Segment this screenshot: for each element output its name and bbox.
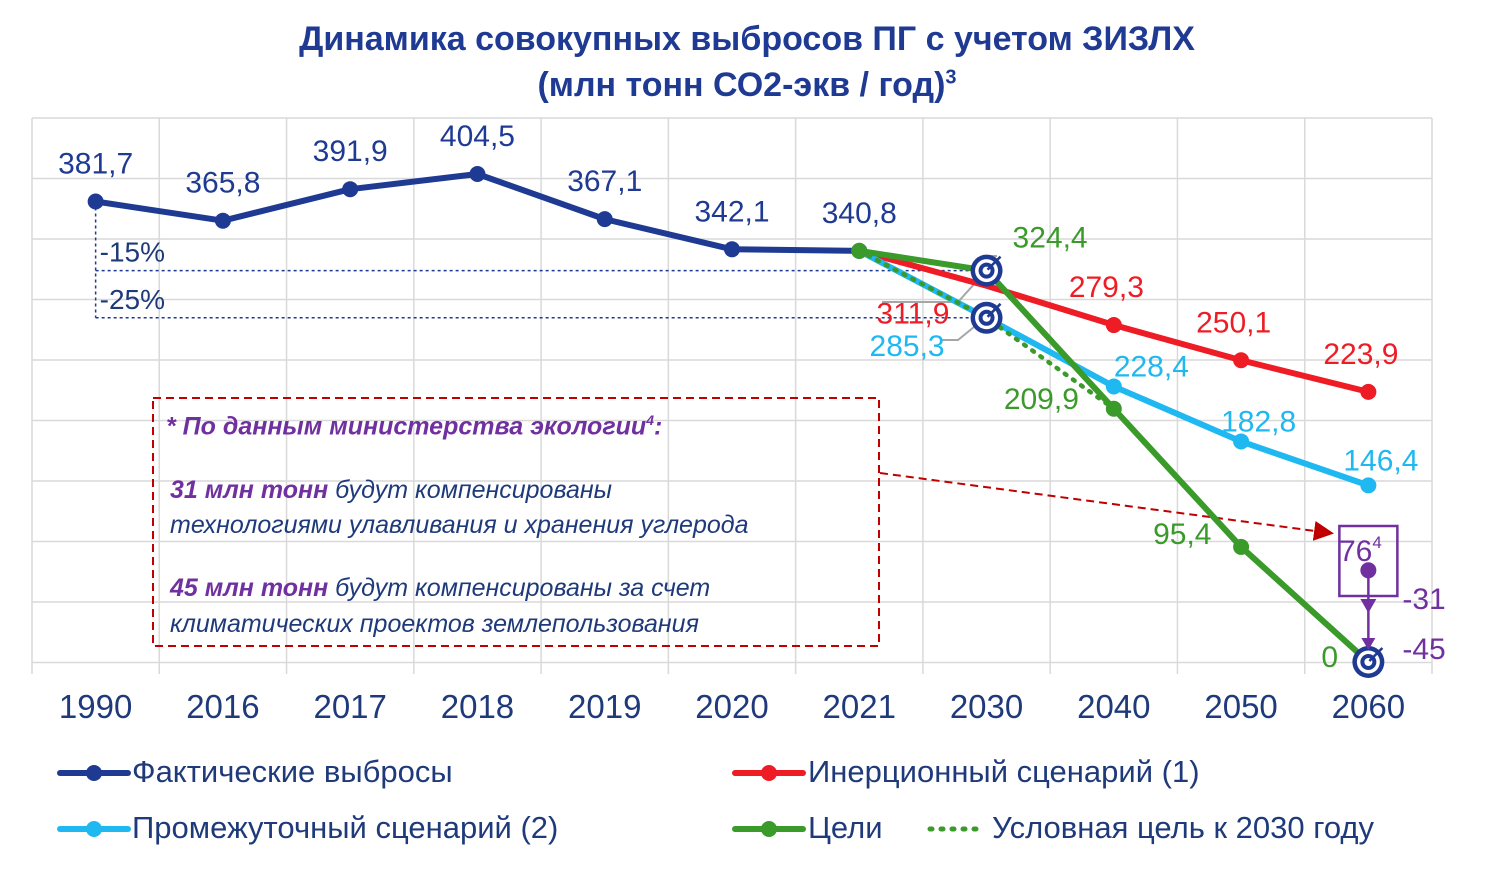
data-label-actual: 367,1 — [567, 165, 642, 198]
note-line-1: 31 млн тонн будут компенсированы — [170, 476, 612, 505]
target-dart — [986, 302, 1002, 318]
note-line-2: технологиями улавливания и хранения угле… — [170, 511, 749, 539]
data-label-inertial: 279,3 — [1069, 271, 1144, 304]
point-actual — [342, 181, 359, 198]
target-icon — [970, 301, 1003, 334]
ministry-arrow — [1360, 599, 1377, 613]
target-icon — [970, 254, 1003, 287]
x-tick-label: 2018 — [441, 688, 514, 725]
data-label-targets: 95,4 — [1153, 518, 1211, 551]
ministry-footnote: 4 — [1372, 533, 1381, 552]
note-heading-text: * По данным министерства экологии — [166, 412, 647, 441]
chart-title-line2: (млн тонн СО2-экв / год)3 — [0, 66, 1494, 105]
x-tick-label: 2020 — [695, 688, 768, 725]
point-intermediate — [1233, 433, 1250, 450]
chart-title-units: (млн тонн СО2-экв / год) — [537, 66, 946, 104]
note-line-4: климатических проектов землепользования — [170, 610, 699, 638]
x-tick-label: 2030 — [950, 688, 1023, 725]
target-dart — [986, 255, 1002, 271]
x-tick-label: 2019 — [568, 688, 641, 725]
reference-line-label: -25% — [100, 284, 165, 315]
point-actual — [214, 212, 231, 229]
x-tick-label: 2017 — [313, 688, 386, 725]
legend-label-actual: Фактические выбросы — [132, 754, 453, 789]
note-heading: * По данным министерства экологии4: — [166, 412, 662, 441]
data-label-actual: 340,8 — [822, 197, 897, 230]
point-inertial — [1360, 383, 1377, 400]
point-actual — [87, 193, 104, 210]
note-line-1-text: будут компенсированы — [328, 476, 613, 504]
point-actual — [724, 241, 740, 258]
data-label-intermediate: 146,4 — [1343, 444, 1418, 477]
note-line-3: 45 млн тонн будут компенсированы за счет — [170, 574, 710, 603]
ministry-point — [1360, 562, 1377, 579]
data-label-intermediate: 285,3 — [870, 330, 945, 363]
data-label-intermediate: 182,8 — [1221, 405, 1296, 438]
chart-title-footnote: 3 — [945, 66, 957, 89]
data-label-targets: 324,4 — [1013, 222, 1088, 255]
data-label-inertial: 311,9 — [877, 298, 950, 331]
point-targets — [1233, 538, 1250, 555]
data-label-actual: 342,1 — [694, 195, 769, 228]
legend-label-targets: Цели — [808, 810, 883, 845]
point-targets — [851, 242, 868, 259]
note-line-1-amount: 31 млн тонн — [170, 476, 329, 504]
ministry-delta: -31 — [1402, 583, 1445, 616]
target-icon — [1352, 646, 1385, 678]
data-label-actual: 391,9 — [313, 135, 388, 168]
legend-label-intermediate: Промежуточный сценарий (2) — [132, 810, 559, 845]
chart-title-line1: Динамика совокупных выбросов ПГ с учетом… — [299, 20, 1195, 58]
x-tick-label: 1990 — [59, 688, 132, 725]
legend-swatch-actual-dot — [86, 765, 102, 781]
legend-swatch-inertial-dot — [761, 765, 777, 781]
note-heading-footnote: 4 — [646, 412, 654, 428]
x-tick-label: 2050 — [1204, 688, 1277, 725]
x-tick-label: 2021 — [823, 688, 896, 725]
x-tick-label: 2040 — [1077, 688, 1150, 725]
point-inertial — [1105, 317, 1122, 334]
data-label-inertial: 250,1 — [1196, 306, 1271, 339]
note-heading-colon: : — [654, 412, 663, 441]
data-label-targets: 0 — [1321, 641, 1338, 674]
point-intermediate — [1105, 378, 1122, 395]
point-targets — [1105, 400, 1122, 417]
data-label-targets: 209,9 — [1004, 383, 1079, 416]
note-arrow — [879, 472, 1334, 541]
point-actual — [469, 166, 486, 182]
note-line-3-amount: 45 млн тонн — [170, 574, 329, 602]
data-label-intermediate: 228,4 — [1114, 350, 1189, 383]
note-line-3-text: будут компенсированы за счет — [328, 574, 711, 602]
x-tick-label: 2016 — [186, 688, 259, 725]
ministry-delta: -45 — [1402, 633, 1445, 666]
point-inertial — [1233, 352, 1250, 369]
legend-swatch-intermediate-dot — [86, 821, 102, 837]
note-box — [152, 397, 880, 647]
point-actual — [596, 211, 613, 228]
data-label-actual: 381,7 — [58, 148, 133, 181]
data-label-actual: 404,5 — [440, 120, 515, 153]
ministry-value: 764 — [1339, 533, 1382, 568]
data-label-actual: 365,8 — [185, 167, 260, 200]
point-intermediate — [1360, 477, 1377, 494]
data-label-inertial: 223,9 — [1323, 338, 1398, 371]
x-tick-label: 2060 — [1332, 688, 1405, 725]
ministry-arrow — [1361, 638, 1376, 650]
reference-line-label: -15% — [100, 237, 165, 268]
legend-label-conditional: Условная цель к 2030 году — [992, 810, 1375, 845]
legend-label-inertial: Инерционный сценарий (1) — [808, 754, 1200, 789]
legend-swatch-targets-dot — [761, 821, 777, 837]
target-dart — [1368, 647, 1384, 662]
